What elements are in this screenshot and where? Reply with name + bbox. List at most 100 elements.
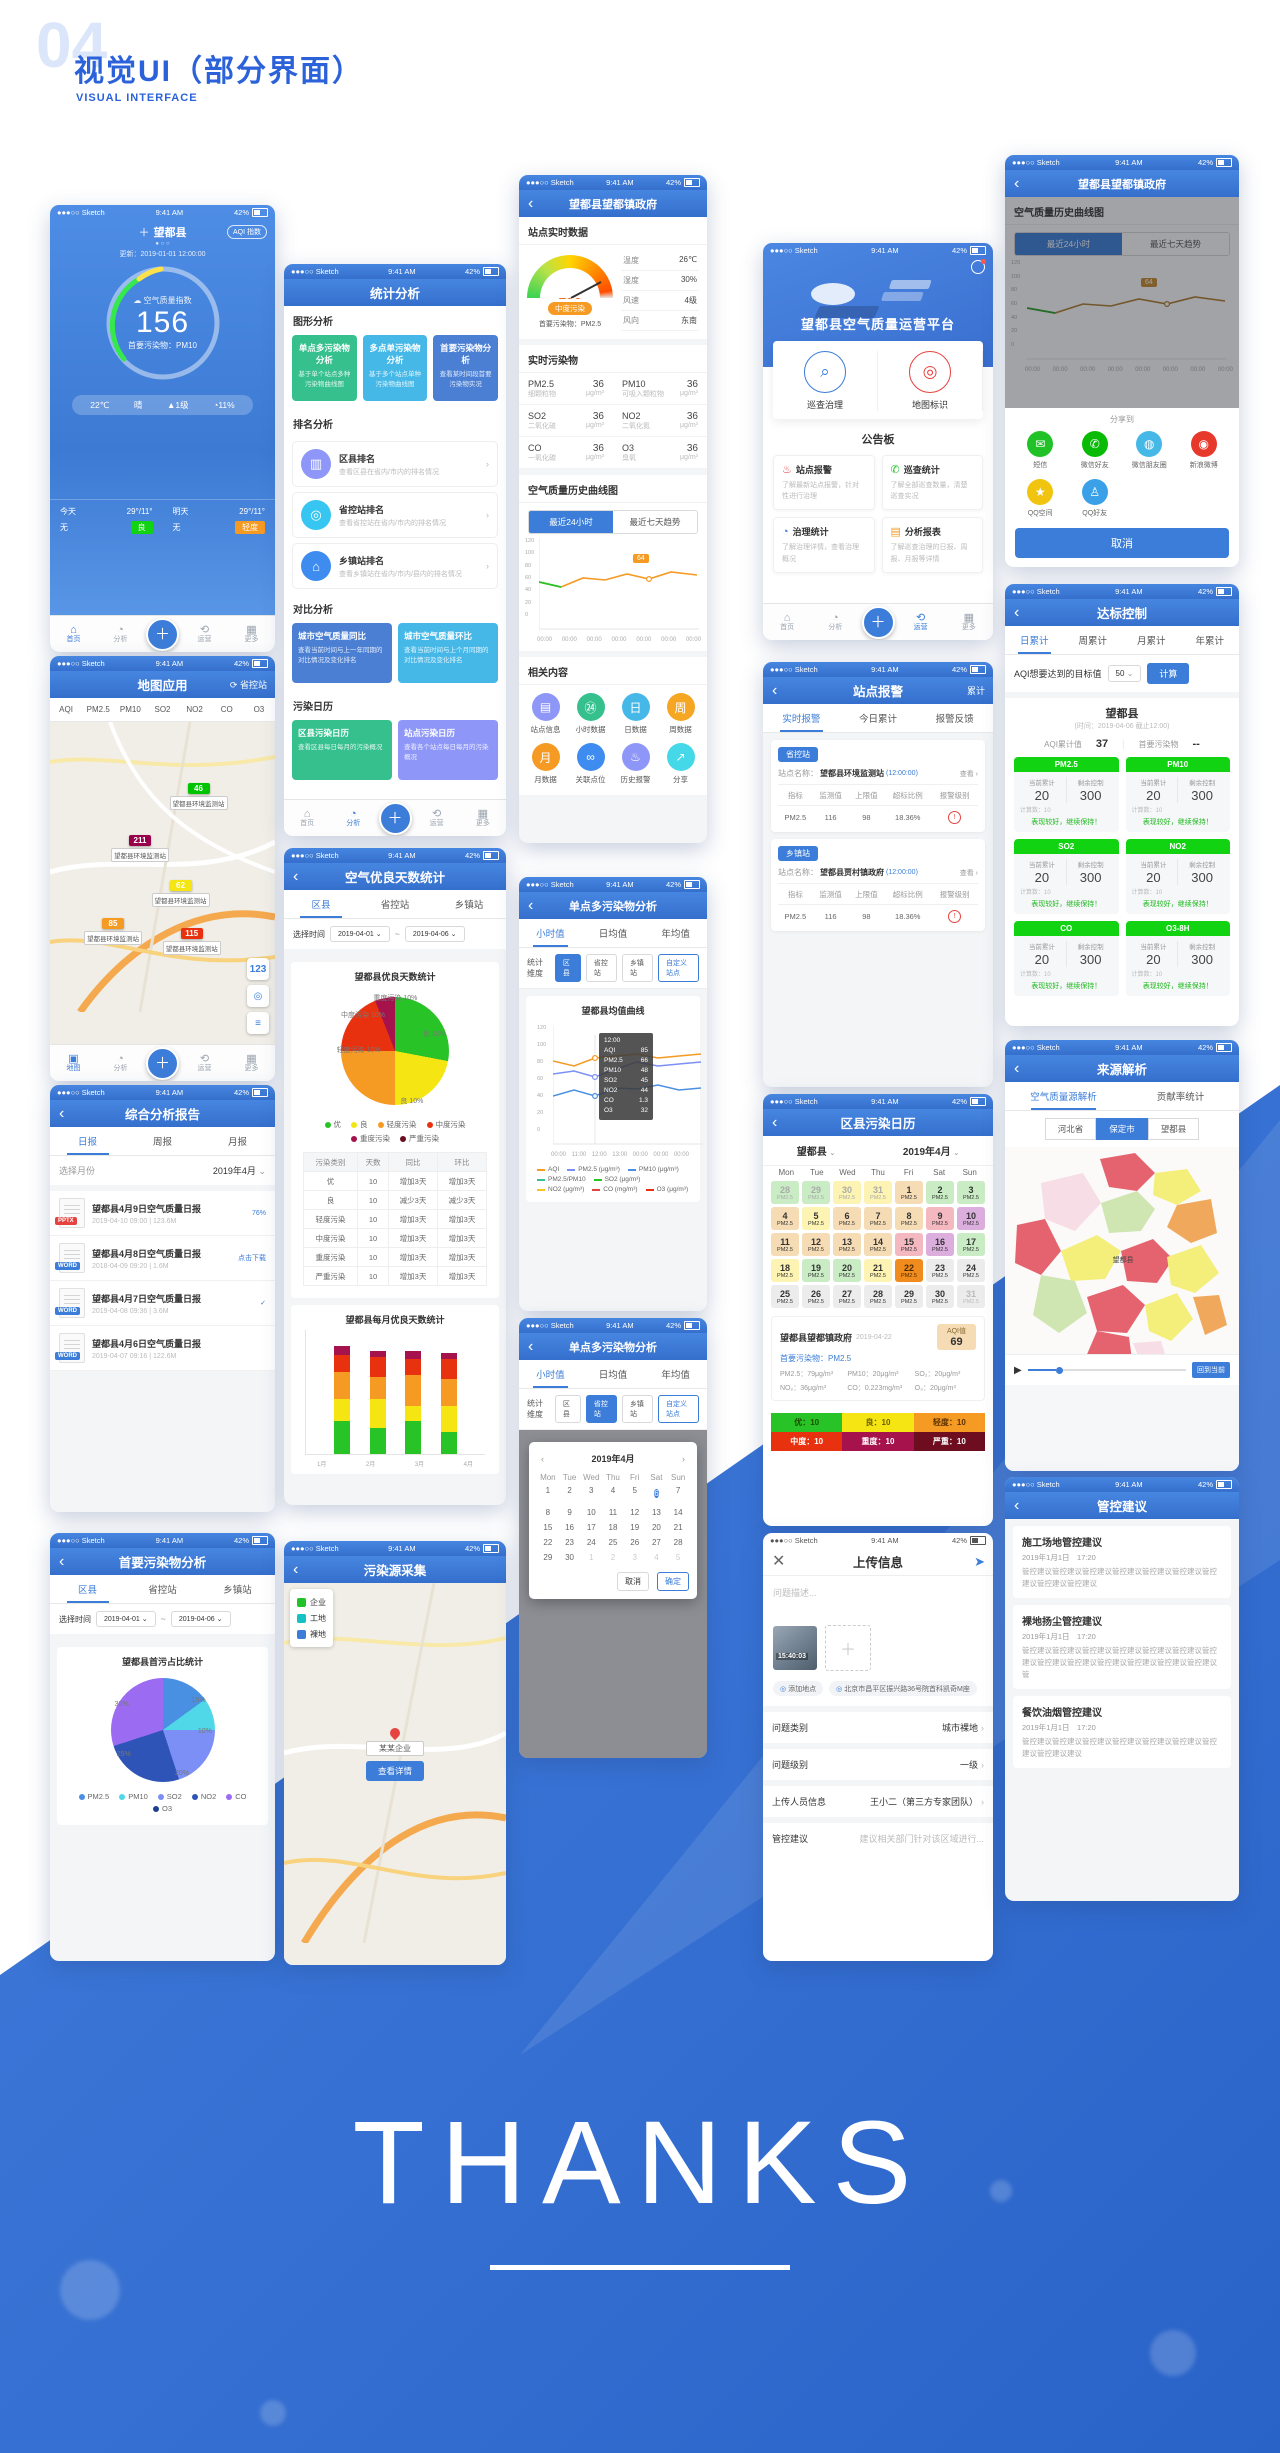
tab-town-station[interactable]: 乡镇站 — [223, 1585, 252, 1596]
calendar-day[interactable]: 2 PM2.5 — [926, 1181, 954, 1204]
map-canvas[interactable]: 企业 工地 裸地 某某企业 查看详情 — [284, 1583, 506, 1965]
related-item[interactable]: ↗ 分享 — [658, 743, 703, 785]
field-row[interactable]: 问题级别 一级 › — [763, 1749, 993, 1786]
tab-more[interactable]: ▦ 更多 — [228, 1053, 275, 1074]
suggestion-card[interactable]: 施工场地管控建议 2019年1月1日 17:20 管控建议管控建议管控建议管控建… — [1013, 1526, 1231, 1598]
add-button[interactable]: ＋ — [146, 617, 179, 651]
calendar-day[interactable]: 1 PM2.5 — [895, 1181, 923, 1204]
share-item[interactable]: ★ QQ空间 — [1013, 479, 1068, 518]
dim-town[interactable]: 乡镇站 — [621, 1395, 653, 1423]
board-card[interactable]: ✆ 巡查统计 了解全部巡查数量，清楚巡查实况 — [881, 455, 983, 511]
day-cell[interactable]: 21 — [673, 1523, 683, 1532]
date-from[interactable]: 2019-04-01 ⌄ — [330, 926, 390, 942]
report-status[interactable]: 点击下载 — [238, 1255, 266, 1262]
calendar-day[interactable]: 7 PM2.5 — [864, 1207, 892, 1230]
station-marker[interactable]: 46 望都县环境监测站 — [169, 783, 228, 811]
dim-overlay[interactable] — [1005, 197, 1239, 408]
tab-home[interactable]: ⌂ 首页 — [284, 808, 330, 829]
goal-select[interactable]: 50 ⌄ — [1107, 665, 1142, 682]
tab-home[interactable]: ⌂ 首页 — [50, 624, 97, 645]
day-cell[interactable]: 15 — [543, 1523, 553, 1532]
day-cell[interactable]: 18 — [608, 1523, 618, 1532]
calendar-day[interactable]: 10 PM2.5 — [957, 1207, 985, 1230]
tab-hourly[interactable]: 小时值 — [519, 919, 582, 947]
station-marker[interactable]: 62 望都县环境监测站 — [151, 879, 210, 907]
date-to[interactable]: 2019-04-06 ⌄ — [404, 926, 465, 942]
station-marker[interactable]: 115 望都县环境监测站 — [162, 928, 221, 956]
tab-hourly[interactable]: 小时值 — [519, 1360, 582, 1388]
tab-daily[interactable]: 日均值 — [598, 1370, 628, 1381]
photo-thumbnail[interactable]: 15:40:03 — [773, 1626, 817, 1670]
calendar-day[interactable]: 26 PM2.5 — [802, 1285, 830, 1308]
confirm-button[interactable]: 确定 — [657, 1572, 689, 1591]
calendar-day[interactable]: 25 PM2.5 — [771, 1285, 799, 1308]
tab-town-station[interactable]: 乡镇站 — [454, 900, 484, 911]
calendar-day[interactable]: 29 PM2.5 — [895, 1285, 923, 1308]
calendar-day[interactable]: 24 PM2.5 — [957, 1259, 985, 1282]
problem-desc-input[interactable]: 问题描述... — [773, 1588, 817, 1598]
calendar-day[interactable]: 31 PM2.5 — [864, 1181, 892, 1204]
pollutant-tab[interactable]: SO2 — [154, 705, 171, 714]
layer-row[interactable]: 企业 — [297, 1594, 326, 1610]
cumulative-link[interactable]: 累计 — [966, 686, 985, 696]
calendar-day[interactable]: 12 PM2.5 — [802, 1233, 830, 1256]
station-marker[interactable]: 85 望都县环境监测站 — [84, 918, 142, 946]
report-row[interactable]: WORD 望都县4月6日空气质量日报 2019-04-07 09:16 | 12… — [50, 1326, 275, 1371]
back-icon[interactable]: ‹ — [1014, 1496, 1020, 1514]
cancel-button[interactable]: 取消 — [617, 1572, 649, 1591]
tab-year[interactable]: 年累计 — [1195, 636, 1224, 647]
tab-analysis[interactable]: ◔ 分析 — [811, 612, 859, 633]
cancel-button[interactable]: 取消 — [1015, 528, 1229, 558]
related-item[interactable]: ㉔ 小时数据 — [568, 693, 613, 735]
share-item[interactable]: ✆ 微信好友 — [1068, 431, 1123, 470]
play-icon[interactable]: ▶ — [1014, 1364, 1022, 1376]
day-cell[interactable]: 24 — [586, 1538, 596, 1547]
day-cell[interactable]: 7 — [675, 1486, 681, 1495]
back-icon[interactable]: ‹ — [1014, 1059, 1020, 1077]
date-from[interactable]: 2019-04-01 ⌄ — [96, 1611, 156, 1627]
day-cell[interactable]: 20 — [651, 1523, 661, 1532]
tab-daily[interactable]: 日报 — [50, 1127, 125, 1155]
day-cell[interactable]: 25 — [608, 1538, 618, 1547]
region-wangdu[interactable]: 望都县 — [1147, 1118, 1200, 1140]
rank-item[interactable]: ◎ 省控站排名 查看省控站在省内/市内的排名情况 › — [292, 492, 498, 538]
message-icon[interactable] — [971, 259, 986, 274]
tab-realtime[interactable]: 实时报警 — [763, 704, 840, 732]
day-cell[interactable]: 9 — [567, 1508, 572, 1517]
aqi-values-toggle[interactable]: 123 — [247, 958, 269, 980]
dim-county[interactable]: 区县 — [554, 1395, 581, 1423]
send-icon[interactable]: ➤ — [974, 1553, 985, 1569]
day-cell[interactable]: 19 — [630, 1523, 640, 1532]
tab-more[interactable]: ▦ 更多 — [460, 808, 506, 829]
close-icon[interactable]: ✕ — [772, 1552, 786, 1570]
related-item[interactable]: ▤ 站点信息 — [523, 693, 568, 735]
toggle-24h[interactable]: 最近24小时 — [1015, 233, 1122, 255]
month-filter-value[interactable]: 2019年4月 ⌄ — [212, 1166, 266, 1176]
field-row[interactable]: 问题类别 城市裸地 › — [763, 1712, 993, 1749]
tab-ops[interactable]: ⟲ 运营 — [414, 808, 460, 829]
tab-today[interactable]: 今日累计 — [859, 714, 898, 725]
tab-month[interactable]: 月累计 — [1136, 636, 1166, 647]
tab-weekly[interactable]: 周报 — [152, 1137, 172, 1148]
suggestion-card[interactable]: 裸地扬尘管控建议 2019年1月1日 17:20 管控建议管控建议管控建议管控建… — [1013, 1605, 1231, 1689]
related-item[interactable]: 周 周数据 — [658, 693, 703, 735]
month-select[interactable]: 2019年4月 ⌄ — [902, 1147, 960, 1158]
field-row[interactable]: 上传人员信息 王小二（第三方专家团队） › — [763, 1786, 993, 1823]
dim-province[interactable]: 省控站 — [585, 954, 617, 982]
calendar-day[interactable]: 8 PM2.5 — [895, 1207, 923, 1230]
share-item[interactable]: ◉ 新浪微博 — [1177, 431, 1232, 470]
chart-card[interactable]: 多点单污染物分析 基于多个站点单种污染物曲线图 — [362, 335, 428, 401]
day-cell[interactable]: 5 — [675, 1553, 681, 1562]
calendar-day[interactable]: 5 PM2.5 — [802, 1207, 830, 1230]
locate-button[interactable]: ◎ — [247, 985, 269, 1007]
report-row[interactable]: PPTX 望都县4月9日空气质量日报 2019-04-10 09:00 | 12… — [50, 1191, 275, 1236]
add-button[interactable]: ＋ — [146, 1046, 179, 1080]
related-item[interactable]: 日 日数据 — [613, 693, 658, 735]
add-city-icon[interactable]: ＋ — [138, 227, 150, 239]
day-cell[interactable]: 26 — [630, 1538, 640, 1547]
pollutant-tab[interactable]: O3 — [253, 705, 265, 714]
compare-card[interactable]: 城市空气质量环比 查看当前时间与上个月同期的对比情况及变化排名 — [398, 623, 498, 683]
tab-home[interactable]: ⌂ 首页 — [763, 612, 811, 633]
region-hebei[interactable]: 河北省 — [1044, 1118, 1097, 1140]
